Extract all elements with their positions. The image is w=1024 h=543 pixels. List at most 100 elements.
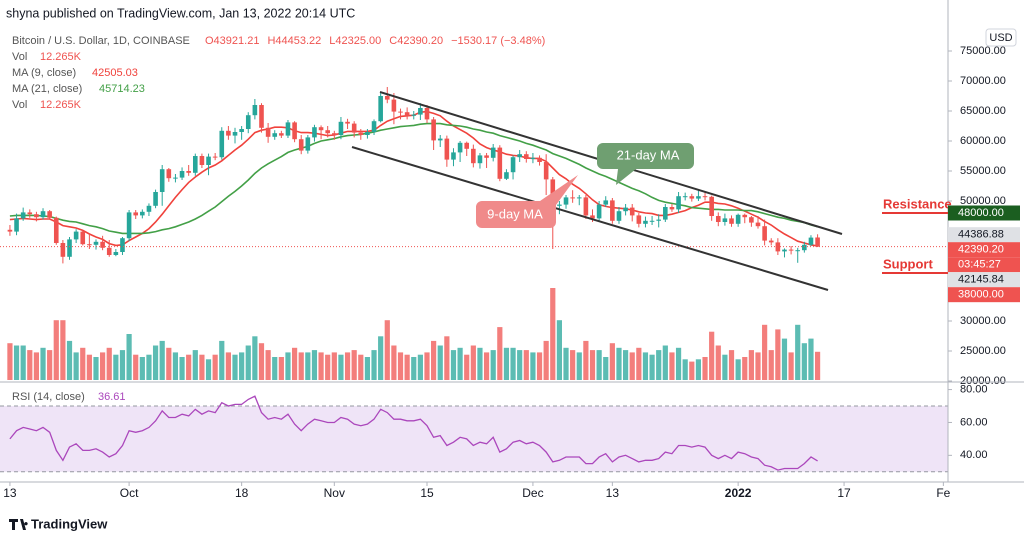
candle-body xyxy=(199,156,205,165)
volume-bar xyxy=(80,347,86,380)
candle-body xyxy=(113,252,119,255)
symbol: Bitcoin / U.S. Dollar, 1D, COINBASE xyxy=(12,35,190,47)
candle-body xyxy=(636,215,642,224)
candle-body xyxy=(192,156,198,173)
volume-bar xyxy=(119,350,126,380)
candle-body xyxy=(239,129,244,132)
legend-name: MA (21, close) xyxy=(12,83,82,95)
y-tick-label: 75000.00 xyxy=(960,45,1006,57)
candle-body xyxy=(100,241,105,248)
volume-bar xyxy=(702,357,708,380)
level-label: Resistance xyxy=(883,196,952,211)
y-tick-label: 60.00 xyxy=(960,416,988,428)
candle-body xyxy=(159,169,165,192)
x-tick-label: 15 xyxy=(420,486,434,500)
volume-bar xyxy=(768,350,774,380)
candle-body xyxy=(490,147,496,158)
candle-body xyxy=(332,133,337,135)
candle-body xyxy=(80,231,86,245)
candle-body xyxy=(206,156,211,165)
volume-bar xyxy=(384,320,390,380)
price-label: 42390.20 xyxy=(958,244,1004,256)
candle-body xyxy=(663,207,668,220)
volume-bar xyxy=(662,345,668,380)
candle-body xyxy=(87,244,92,246)
ohlc-value: H44453.22 xyxy=(267,35,321,47)
volume-bar xyxy=(159,340,165,380)
candle-body xyxy=(292,122,297,140)
volume-bar xyxy=(722,354,728,380)
volume-bar xyxy=(86,354,92,380)
volume-bar xyxy=(649,354,655,380)
callout-label: 9-day MA xyxy=(487,206,543,221)
x-tick-label: Oct xyxy=(120,486,139,500)
legend-name: Vol xyxy=(12,99,27,111)
candle-body xyxy=(808,237,814,245)
price-label: 48000.00 xyxy=(958,207,1004,219)
y-tick-label: 30000.00 xyxy=(960,315,1006,327)
candle-body xyxy=(285,122,291,136)
volume-bar xyxy=(205,359,212,380)
header: shyna published on TradingView.com, Jan … xyxy=(6,6,355,20)
volume-bar xyxy=(239,352,245,380)
legend-name: MA (9, close) xyxy=(12,67,76,79)
volume-bar xyxy=(801,343,807,380)
candle-body xyxy=(702,196,708,198)
volume-bar xyxy=(570,350,576,380)
currency-button[interactable] xyxy=(985,28,1017,47)
volume-bar xyxy=(325,354,331,380)
price-pane: 75000.00 70000.00 65000.00 60000.00 55000.00… xyxy=(0,45,1006,387)
ohlc-value: C42390.20 xyxy=(389,35,443,47)
candle-body xyxy=(656,219,662,221)
price-label-box xyxy=(948,272,1020,288)
volume-bar xyxy=(391,345,397,380)
rsi-line xyxy=(9,395,818,471)
candle-body xyxy=(153,192,158,206)
candle-body xyxy=(126,212,132,239)
candle-body xyxy=(418,108,423,115)
currency[interactable]: USD xyxy=(989,32,1012,44)
candle-body xyxy=(245,115,251,129)
volume-bar xyxy=(503,347,510,380)
volume-bar xyxy=(20,345,26,380)
volume-bar xyxy=(179,357,185,380)
volume-bar xyxy=(781,338,788,380)
candle-body xyxy=(252,105,258,116)
candle-body xyxy=(510,157,516,173)
x-tick-label: Fe xyxy=(936,486,950,500)
candle-body xyxy=(358,132,364,135)
y-tick-label: 70000.00 xyxy=(960,75,1006,87)
candle-body xyxy=(212,156,218,158)
volume-bar xyxy=(358,354,364,380)
candle-body xyxy=(729,218,734,224)
candle-body xyxy=(365,132,370,135)
candle-body xyxy=(312,127,317,138)
candle-body xyxy=(133,212,139,216)
candle-body xyxy=(272,133,278,137)
overlay: 21-day MA 9-day MA xyxy=(351,91,843,291)
candle-body xyxy=(497,147,503,179)
volume-bar xyxy=(298,352,304,380)
ohlc-value: O43921.21 xyxy=(205,35,259,47)
volume-bar xyxy=(795,324,801,380)
volume-bar xyxy=(411,357,417,380)
volume-bar xyxy=(775,329,781,380)
volume-bar xyxy=(596,350,602,380)
x-tick-label: 2022 xyxy=(725,486,752,500)
callout-box xyxy=(597,143,694,185)
legend-name: RSI (14, close) xyxy=(12,391,85,403)
volume-bar xyxy=(464,354,470,380)
candle-body xyxy=(563,197,569,205)
candle-body xyxy=(755,222,761,227)
legend-name: Vol xyxy=(12,51,27,63)
y-tick-label: 25000.00 xyxy=(960,345,1006,357)
volume-bar xyxy=(735,359,741,380)
candle-body xyxy=(7,229,13,232)
volume-bar xyxy=(139,357,145,380)
legend-value: 45714.23 xyxy=(99,83,145,95)
volume-bar xyxy=(100,352,106,380)
candle-body xyxy=(610,200,615,221)
volume-bar xyxy=(490,350,496,380)
volume-bar xyxy=(219,340,225,380)
x-tick-label: Dec xyxy=(522,486,543,500)
